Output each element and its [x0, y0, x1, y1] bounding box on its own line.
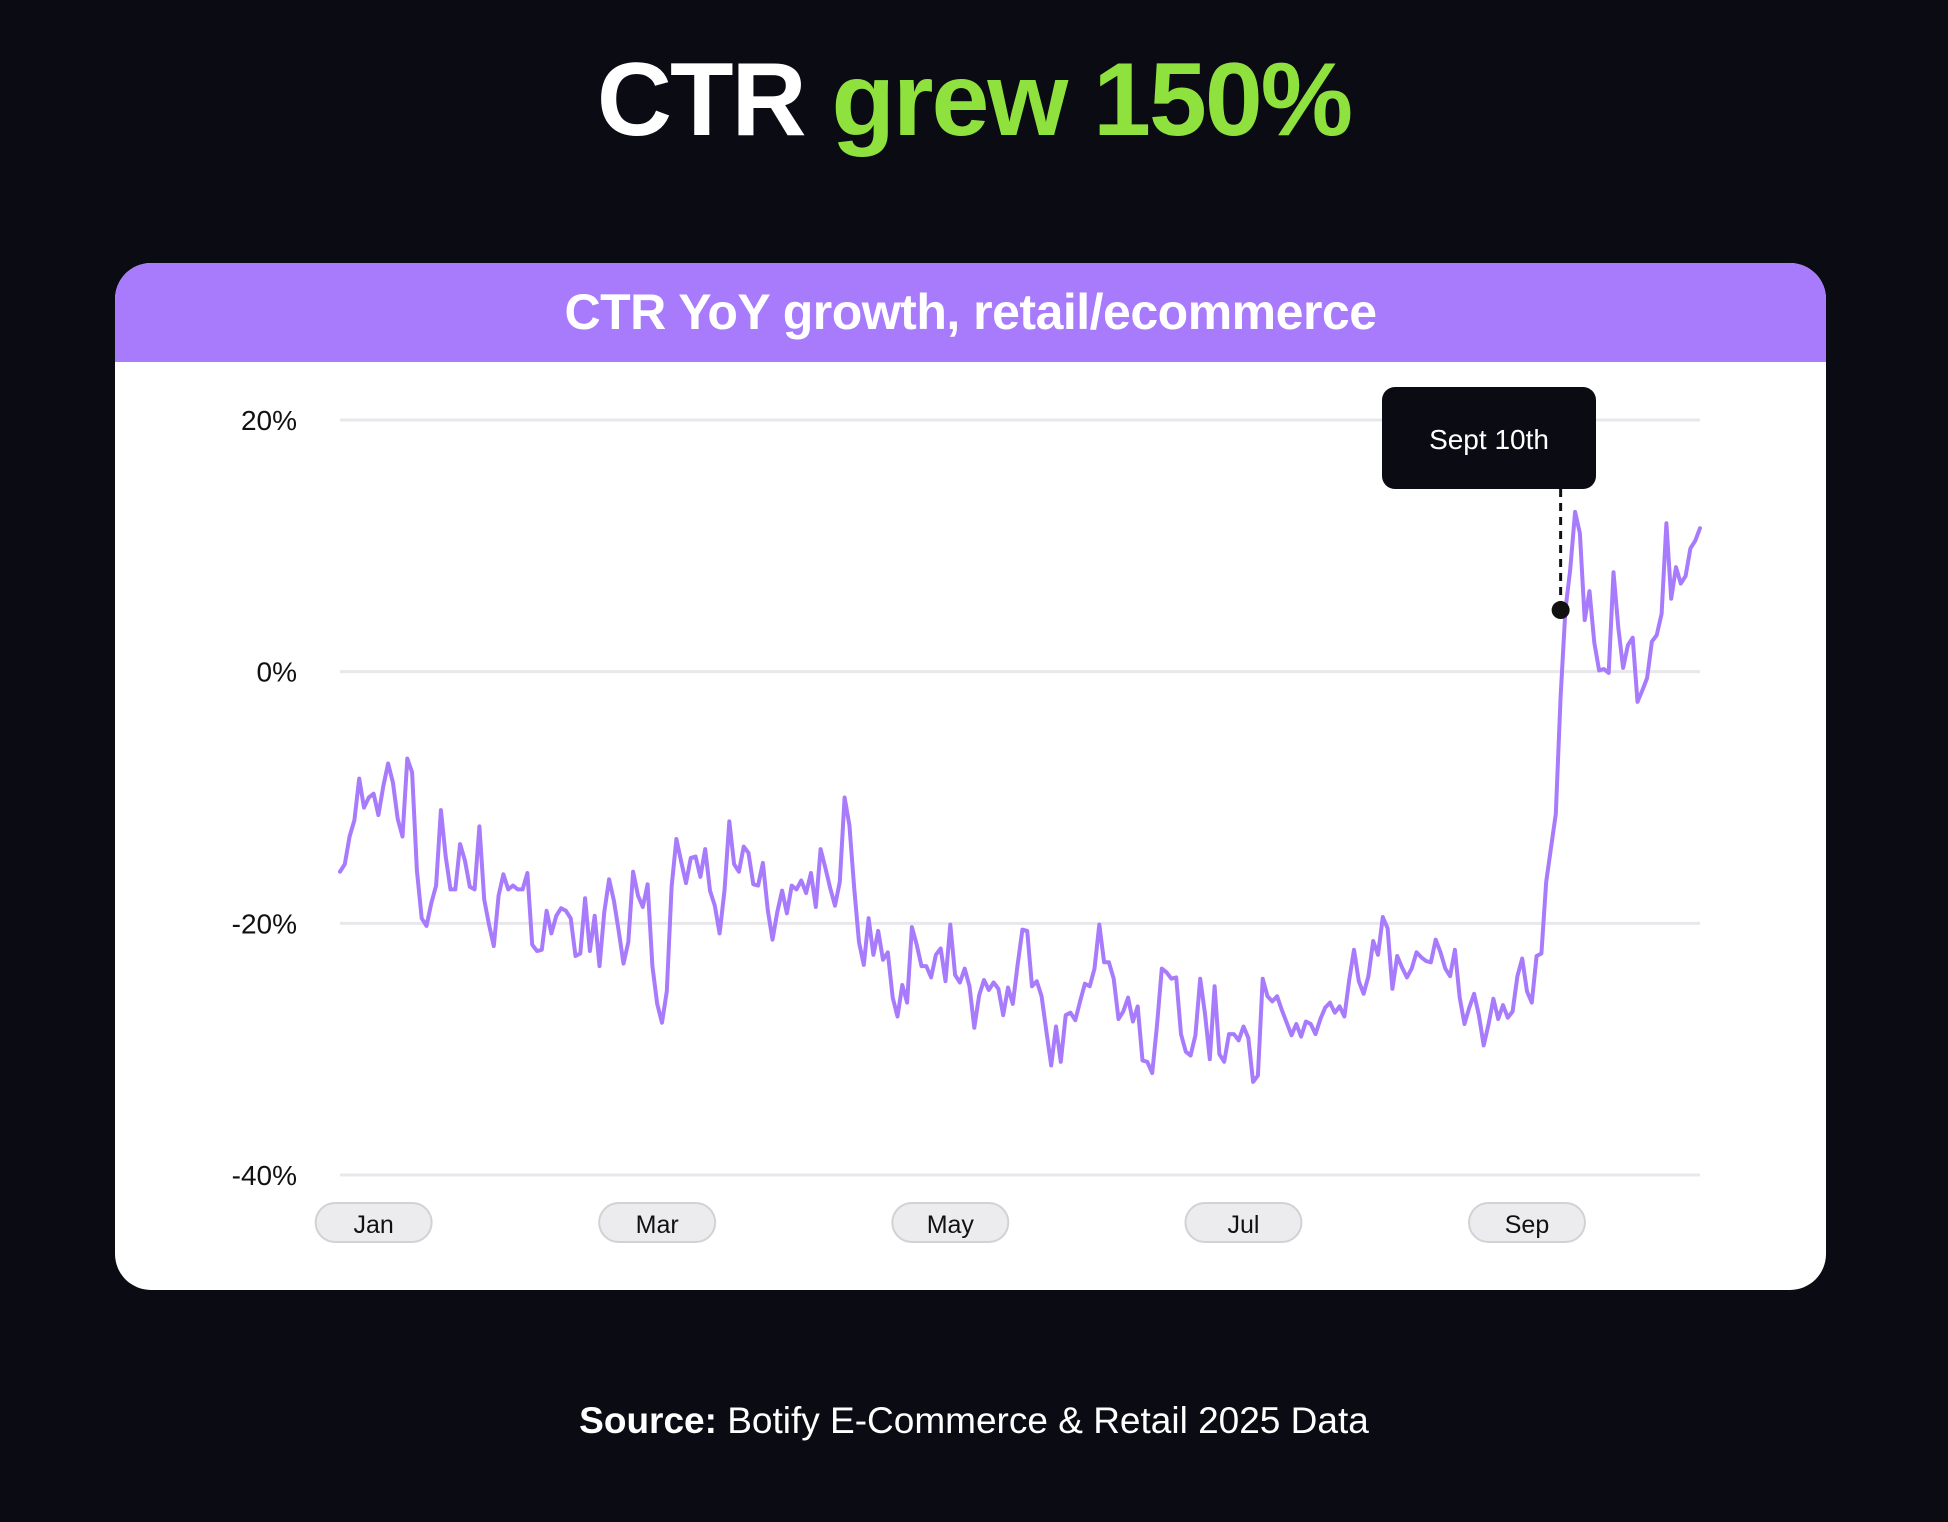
- chart-card: CTR YoY growth, retail/ecommerce 20% 0% -2…: [115, 263, 1826, 1290]
- source-note: Source: Botify E-Commerce & Retail 2025 …: [0, 1400, 1948, 1442]
- x-tick-label: Sep: [1505, 1211, 1549, 1239]
- headline-growth: grew 150%: [831, 42, 1354, 158]
- annotation-point: [1551, 601, 1570, 620]
- source-label: Source:: [579, 1400, 717, 1441]
- y-tick-label: -20%: [232, 908, 297, 939]
- annotation-box: [1382, 387, 1596, 489]
- y-tick-label: -40%: [232, 1160, 297, 1191]
- y-tick-label: 0%: [257, 657, 297, 688]
- source-text: Botify E-Commerce & Retail 2025 Data: [727, 1400, 1369, 1441]
- y-tick-label: 20%: [241, 405, 297, 436]
- annotation-label: Sept 10th: [1429, 424, 1549, 455]
- headline-metric: CTR: [596, 42, 807, 158]
- x-tick-label: Jul: [1227, 1211, 1259, 1239]
- chart-title: CTR YoY growth, retail/ecommerce: [115, 263, 1826, 362]
- series-line: [338, 509, 1702, 1084]
- x-tick-label: Jan: [353, 1211, 393, 1239]
- x-tick-label: Mar: [636, 1211, 679, 1239]
- x-tick-label: May: [927, 1211, 975, 1239]
- x-tick-pill: [1184, 1202, 1303, 1243]
- x-tick-pill: [598, 1202, 717, 1243]
- line-chart: 20% 0% -20% -40% Jan Mar May Jul Sep Sept 10th: [232, 387, 1702, 1243]
- x-tick-pill: [1467, 1202, 1586, 1243]
- x-tick-pill: [314, 1202, 433, 1243]
- headline: CTR grew 150%: [0, 40, 1948, 160]
- x-tick-pill: [891, 1202, 1010, 1243]
